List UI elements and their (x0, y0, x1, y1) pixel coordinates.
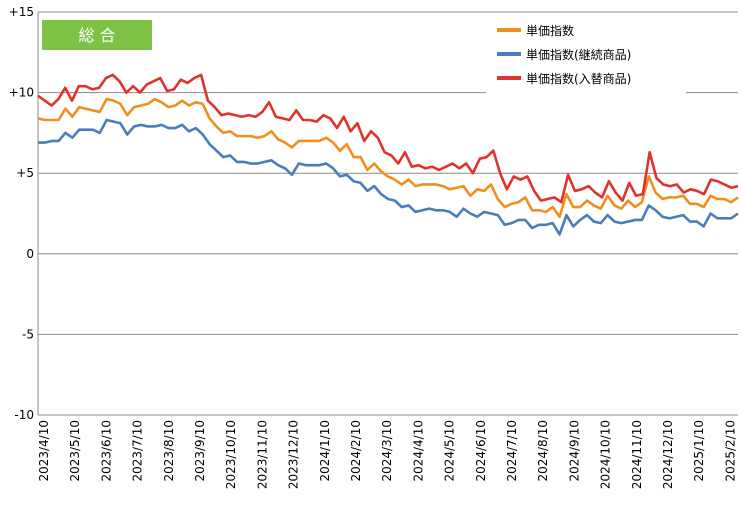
badge-background (42, 20, 152, 50)
x-tick-label: 2025/2/10 (723, 420, 737, 482)
x-tick-labels: 2023/4/10 2023/5/10 2023/6/10 2023/7/10 2023… (37, 420, 737, 489)
legend-label-1: 単価指数(継続商品) (526, 47, 631, 62)
x-tick-label: 2023/10/10 (224, 420, 238, 489)
badge-label: 総 合 (78, 26, 115, 45)
x-tick-label: 2024/1/10 (318, 420, 332, 482)
series-line-1 (38, 118, 739, 236)
x-tick-label: 2024/2/10 (349, 420, 363, 482)
badge: 総 合 (42, 20, 152, 50)
x-tick-label: 2024/9/10 (567, 420, 581, 482)
series-line-2 (37, 73, 739, 204)
x-tick-label: 2023/12/10 (287, 420, 301, 489)
y-tick-label: +5 (16, 166, 34, 180)
legend-label-2: 単価指数(入替商品) (526, 71, 631, 86)
x-tick-label: 2023/6/10 (99, 420, 113, 482)
y-tick-labels: +15 +10 +5 0 -5 -10 (9, 5, 34, 422)
y-tick-label: +10 (9, 86, 34, 100)
x-tick-label: 2024/11/10 (630, 420, 644, 489)
y-tick-label: 0 (26, 247, 34, 261)
series-lines (37, 73, 739, 236)
x-tick-label: 2023/8/10 (162, 420, 176, 482)
x-tick-label: 2023/5/10 (68, 420, 82, 482)
x-tick-label: 2023/11/10 (255, 420, 269, 489)
y-tick-label: -10 (14, 408, 34, 422)
x-tick-label: 2024/7/10 (505, 420, 519, 482)
y-tick-label: -5 (22, 327, 34, 341)
x-tick-label: 2024/10/10 (599, 420, 613, 489)
x-tick-label: 2023/7/10 (131, 420, 145, 482)
legend: 単価指数 単価指数(継続商品) 単価指数(入替商品) (486, 16, 686, 96)
grid-lines (38, 11, 738, 416)
legend-label-0: 単価指数 (526, 23, 574, 38)
x-tick-label: 2024/8/10 (536, 420, 550, 482)
x-tick-label: 2023/9/10 (193, 420, 207, 482)
y-tick-label: +15 (9, 5, 34, 19)
x-tick-label: 2024/6/10 (474, 420, 488, 482)
x-tick-label: 2024/3/10 (380, 420, 394, 482)
x-tick-label: 2023/4/10 (37, 420, 51, 482)
x-tick-label: 2024/5/10 (443, 420, 457, 482)
x-tick-label: 2024/4/10 (411, 420, 425, 482)
x-tick-label: 2025/1/10 (692, 420, 706, 482)
x-tick-label: 2024/12/10 (661, 420, 675, 489)
series-line-0 (37, 97, 739, 219)
